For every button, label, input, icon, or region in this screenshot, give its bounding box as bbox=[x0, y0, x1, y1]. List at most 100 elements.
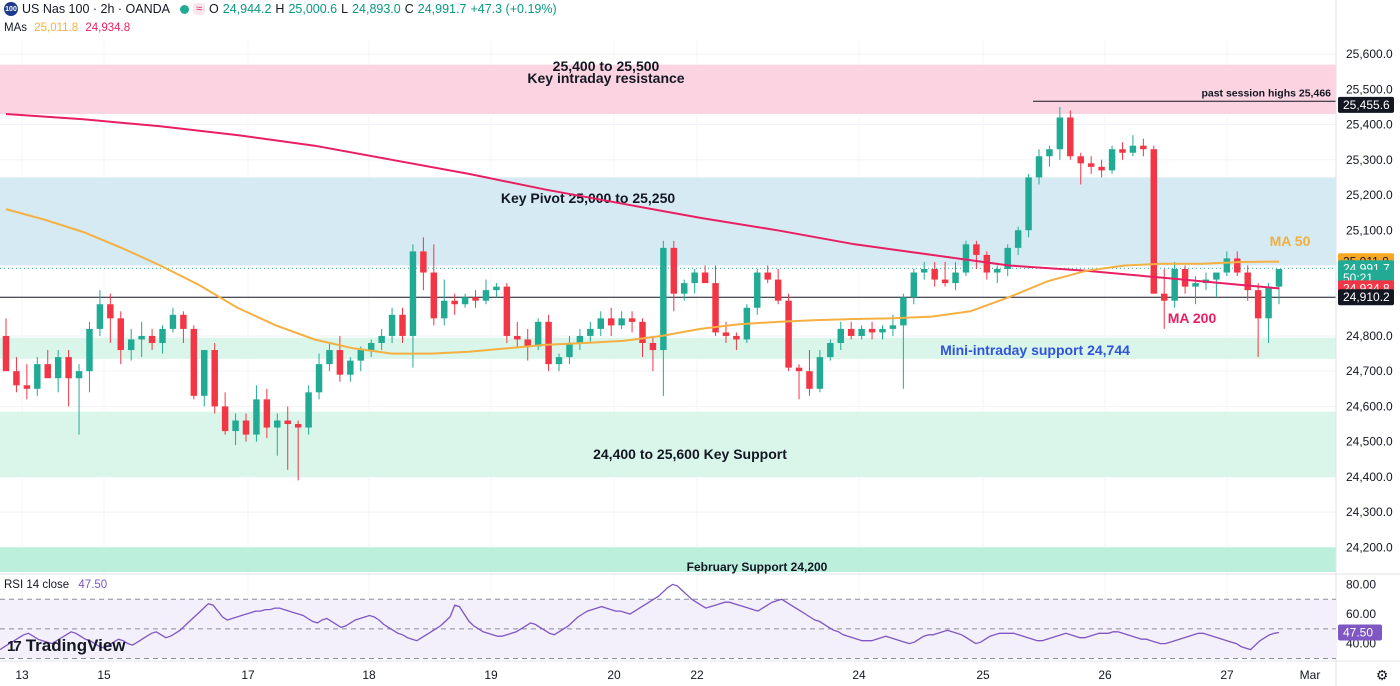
candle[interactable] bbox=[566, 335, 573, 365]
candle[interactable] bbox=[597, 311, 604, 336]
mas-legend[interactable]: MAs 25,011.8 24,934.8 bbox=[4, 22, 130, 34]
candle[interactable] bbox=[514, 321, 521, 347]
candle[interactable] bbox=[65, 350, 72, 407]
candle[interactable] bbox=[733, 332, 740, 351]
candle[interactable] bbox=[461, 293, 469, 308]
candle[interactable] bbox=[1244, 265, 1251, 301]
candle[interactable] bbox=[159, 325, 166, 354]
candle[interactable] bbox=[555, 353, 563, 372]
candle[interactable] bbox=[931, 261, 938, 287]
candle[interactable] bbox=[482, 279, 490, 305]
candle[interactable] bbox=[86, 321, 93, 393]
candle[interactable] bbox=[430, 244, 438, 326]
candle[interactable] bbox=[1067, 110, 1074, 160]
candle[interactable] bbox=[294, 420, 302, 481]
candle[interactable] bbox=[117, 311, 125, 365]
candle[interactable] bbox=[868, 321, 876, 340]
candle[interactable] bbox=[148, 328, 156, 351]
candle[interactable] bbox=[764, 265, 771, 284]
candle[interactable] bbox=[1098, 159, 1105, 178]
candle[interactable] bbox=[420, 237, 427, 291]
candle[interactable] bbox=[503, 283, 511, 343]
candle[interactable] bbox=[545, 314, 552, 372]
candle[interactable] bbox=[23, 364, 31, 400]
candle[interactable] bbox=[1171, 261, 1178, 308]
candle[interactable] bbox=[806, 350, 813, 396]
candle[interactable] bbox=[712, 265, 719, 336]
compare-icon[interactable]: ≈ bbox=[192, 3, 206, 15]
candle[interactable] bbox=[347, 357, 354, 382]
candle[interactable] bbox=[618, 311, 625, 329]
candle[interactable] bbox=[263, 388, 271, 439]
candle[interactable] bbox=[1014, 226, 1022, 255]
candle[interactable] bbox=[232, 413, 239, 446]
symbol-title[interactable]: US Nas 100 · 2h · OANDA bbox=[22, 2, 170, 16]
candle[interactable] bbox=[1213, 272, 1220, 298]
candle[interactable] bbox=[336, 335, 344, 382]
candle[interactable] bbox=[1025, 173, 1032, 238]
candle[interactable] bbox=[367, 339, 375, 358]
candle[interactable] bbox=[628, 311, 636, 333]
candle[interactable] bbox=[670, 240, 678, 312]
candle[interactable] bbox=[75, 364, 83, 435]
candle[interactable] bbox=[1140, 138, 1147, 157]
candle[interactable] bbox=[649, 335, 657, 372]
tradingview-logo[interactable]: 17 TradingView bbox=[7, 636, 126, 656]
candle[interactable] bbox=[493, 283, 500, 298]
candle[interactable] bbox=[827, 339, 834, 361]
candle[interactable] bbox=[1265, 283, 1272, 343]
candle[interactable] bbox=[305, 385, 312, 435]
candle[interactable] bbox=[587, 321, 594, 343]
candle[interactable] bbox=[221, 392, 229, 435]
candle[interactable] bbox=[96, 290, 104, 336]
candle[interactable] bbox=[879, 325, 886, 340]
candle[interactable] bbox=[691, 269, 698, 294]
candle[interactable] bbox=[451, 293, 458, 315]
candle[interactable] bbox=[576, 328, 584, 351]
candle[interactable] bbox=[941, 261, 949, 287]
candle[interactable] bbox=[107, 293, 114, 343]
candle[interactable] bbox=[242, 413, 250, 442]
candle[interactable] bbox=[1234, 251, 1241, 277]
candle[interactable] bbox=[2, 318, 10, 372]
candle[interactable] bbox=[994, 265, 1001, 284]
candle[interactable] bbox=[900, 293, 907, 389]
rsi-legend[interactable]: RSI 14 close 47.50 bbox=[4, 579, 107, 591]
candle[interactable] bbox=[180, 311, 187, 343]
candle[interactable] bbox=[274, 413, 281, 456]
candle[interactable] bbox=[472, 290, 479, 308]
candle[interactable] bbox=[1160, 269, 1168, 329]
candle[interactable] bbox=[774, 269, 782, 305]
candle[interactable] bbox=[910, 269, 918, 305]
candle[interactable] bbox=[816, 350, 824, 393]
candle[interactable] bbox=[1150, 145, 1158, 294]
candle[interactable] bbox=[44, 350, 51, 379]
candle[interactable] bbox=[660, 240, 667, 396]
candle[interactable] bbox=[190, 325, 198, 400]
candle[interactable] bbox=[858, 325, 865, 340]
candle[interactable] bbox=[701, 265, 709, 284]
candle[interactable] bbox=[409, 244, 417, 368]
candle[interactable] bbox=[920, 261, 928, 280]
candle[interactable] bbox=[1056, 106, 1064, 160]
candle[interactable] bbox=[201, 350, 208, 407]
candle[interactable] bbox=[1087, 156, 1095, 174]
candle[interactable] bbox=[388, 307, 396, 343]
candle[interactable] bbox=[681, 279, 688, 301]
candle[interactable] bbox=[1254, 283, 1262, 358]
candle[interactable] bbox=[952, 261, 959, 291]
candle[interactable] bbox=[326, 342, 333, 372]
candle[interactable] bbox=[378, 328, 385, 351]
candle[interactable] bbox=[34, 357, 41, 396]
candle[interactable] bbox=[1223, 251, 1231, 277]
candle[interactable] bbox=[524, 328, 531, 361]
candle[interactable] bbox=[847, 321, 855, 340]
candle[interactable] bbox=[983, 251, 991, 280]
candle[interactable] bbox=[1077, 152, 1084, 185]
candle[interactable] bbox=[1108, 145, 1116, 174]
candle[interactable] bbox=[607, 307, 615, 336]
candle[interactable] bbox=[211, 342, 218, 414]
candle[interactable] bbox=[253, 385, 260, 442]
candle[interactable] bbox=[1035, 149, 1043, 185]
